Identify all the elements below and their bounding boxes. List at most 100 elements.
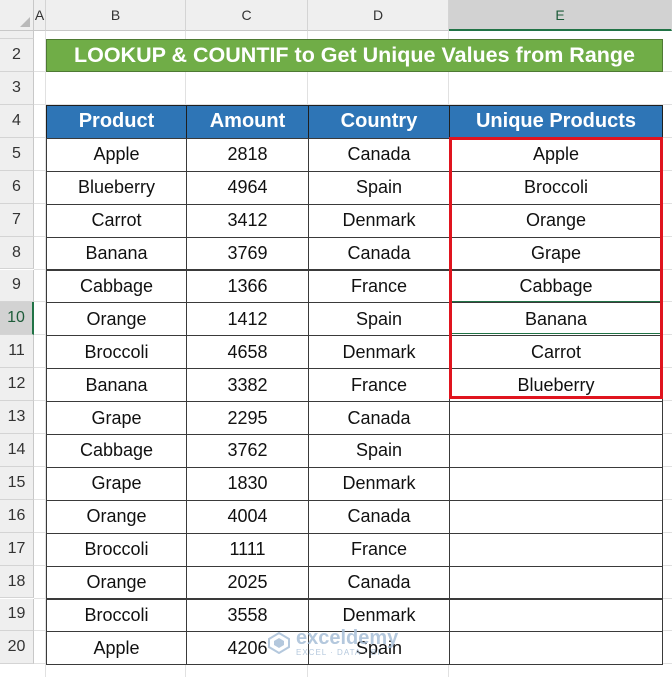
table-cell[interactable]: Denmark xyxy=(308,598,450,633)
table-cell[interactable]: Canada xyxy=(308,565,450,600)
table-cell[interactable]: France xyxy=(308,532,450,567)
table-cell[interactable]: Orange xyxy=(449,203,663,238)
table-cell[interactable]: Denmark xyxy=(308,203,450,238)
table-cell[interactable] xyxy=(449,434,663,468)
column-header-e[interactable]: E xyxy=(449,0,672,31)
table-cell[interactable]: Grape xyxy=(449,236,663,271)
row-header-17[interactable]: 17 xyxy=(0,532,34,566)
table-cell[interactable]: Apple xyxy=(46,631,187,666)
table-cell[interactable]: Spain xyxy=(308,434,450,468)
table-cell[interactable]: Broccoli xyxy=(46,532,187,567)
table-cell[interactable]: 3762 xyxy=(186,434,309,468)
table-cell[interactable]: Broccoli xyxy=(46,598,187,633)
table-header-amount[interactable]: Amount xyxy=(186,105,309,139)
row-header-10[interactable]: 10 xyxy=(0,302,34,336)
table-cell[interactable]: Spain xyxy=(308,631,450,666)
table-cell[interactable]: Denmark xyxy=(308,466,450,501)
row-header-15[interactable]: 15 xyxy=(0,466,34,500)
watermark: exceldemy EXCEL · DATA · BI xyxy=(268,628,398,657)
table-cell[interactable]: Blueberry xyxy=(46,170,187,205)
select-all-corner[interactable] xyxy=(0,0,34,31)
select-all-triangle-icon xyxy=(20,17,30,27)
row-header-6[interactable]: 6 xyxy=(0,170,34,204)
table-header-unique-products[interactable]: Unique Products xyxy=(449,105,663,139)
table-cell[interactable]: Canada xyxy=(308,401,450,435)
table-cell[interactable]: Apple xyxy=(449,137,663,172)
table-cell[interactable]: 1366 xyxy=(186,269,309,304)
table-cell[interactable] xyxy=(449,565,663,600)
table-cell[interactable] xyxy=(449,499,663,534)
table-cell[interactable]: Carrot xyxy=(46,203,187,238)
table-cell[interactable]: Banana xyxy=(46,368,187,403)
table-cell[interactable]: Canada xyxy=(308,499,450,534)
table-cell[interactable]: Carrot xyxy=(449,335,663,370)
row-header-8[interactable]: 8 xyxy=(0,236,34,270)
row-header-16[interactable]: 16 xyxy=(0,499,34,533)
table-cell[interactable]: 1412 xyxy=(186,302,309,337)
table-cell[interactable]: 2818 xyxy=(186,137,309,172)
table-cell[interactable]: Denmark xyxy=(308,335,450,370)
row-header-11[interactable]: 11 xyxy=(0,335,34,369)
table-header-product[interactable]: Product xyxy=(46,105,187,139)
row-header-14[interactable]: 14 xyxy=(0,434,34,467)
table-cell[interactable]: Broccoli xyxy=(46,335,187,370)
table-cell[interactable] xyxy=(449,401,663,435)
row-header-2[interactable]: 2 xyxy=(0,39,34,72)
table-cell[interactable]: Cabbage xyxy=(46,269,187,304)
table-cell[interactable]: Grape xyxy=(46,466,187,501)
column-header-b[interactable]: B xyxy=(46,0,186,31)
table-cell[interactable]: Canada xyxy=(308,236,450,271)
row-header-4[interactable]: 4 xyxy=(0,105,34,138)
table-cell[interactable] xyxy=(449,532,663,567)
table-cell[interactable]: Orange xyxy=(46,499,187,534)
table-cell[interactable]: 2295 xyxy=(186,401,309,435)
row-header-20[interactable]: 20 xyxy=(0,631,34,665)
table-cell[interactable]: 4964 xyxy=(186,170,309,205)
table-cell[interactable]: 2025 xyxy=(186,565,309,600)
table-cell[interactable]: Spain xyxy=(308,302,450,337)
table-cell[interactable]: 4658 xyxy=(186,335,309,370)
table-cell[interactable]: 4004 xyxy=(186,499,309,534)
table-cell[interactable]: France xyxy=(308,269,450,304)
row-header-19[interactable]: 19 xyxy=(0,598,34,632)
row-header-9[interactable]: 9 xyxy=(0,269,34,303)
table-cell[interactable]: Banana xyxy=(449,302,663,337)
table-cell[interactable] xyxy=(449,598,663,633)
watermark-text: exceldemy xyxy=(296,627,399,649)
table-cell[interactable]: Cabbage xyxy=(449,269,663,304)
column-header-a[interactable]: A xyxy=(34,0,46,31)
table-header-country[interactable]: Country xyxy=(308,105,450,139)
table-cell[interactable]: Grape xyxy=(46,401,187,435)
row-header-3[interactable]: 3 xyxy=(0,72,34,105)
table-cell[interactable] xyxy=(449,466,663,501)
table-cell[interactable]: 3412 xyxy=(186,203,309,238)
table-cell[interactable]: 3382 xyxy=(186,368,309,403)
table-cell[interactable]: 3769 xyxy=(186,236,309,271)
gridline-horizontal xyxy=(34,104,672,105)
exceldemy-logo-icon xyxy=(268,631,290,654)
row-header-13[interactable]: 13 xyxy=(0,401,34,434)
table-cell[interactable]: Spain xyxy=(308,170,450,205)
table-cell[interactable]: 1830 xyxy=(186,466,309,501)
row-header-5[interactable]: 5 xyxy=(0,137,34,171)
column-header-d[interactable]: D xyxy=(308,0,449,31)
table-cell[interactable]: Cabbage xyxy=(46,434,187,468)
row-header-12[interactable]: 12 xyxy=(0,368,34,402)
table-cell[interactable]: 3558 xyxy=(186,598,309,633)
table-cell[interactable]: Canada xyxy=(308,137,450,172)
table-cell[interactable]: Orange xyxy=(46,302,187,337)
column-header-c[interactable]: C xyxy=(186,0,308,31)
row-header-7[interactable]: 7 xyxy=(0,203,34,237)
table-cell[interactable]: Banana xyxy=(46,236,187,271)
sheet-title[interactable]: LOOKUP & COUNTIF to Get Unique Values fr… xyxy=(46,39,663,72)
watermark-subtext: EXCEL · DATA · BI xyxy=(296,648,381,657)
gridline-vertical xyxy=(45,31,46,677)
table-cell[interactable]: Blueberry xyxy=(449,368,663,403)
table-cell[interactable]: France xyxy=(308,368,450,403)
table-cell[interactable]: Apple xyxy=(46,137,187,172)
row-header-18[interactable]: 18 xyxy=(0,565,34,599)
table-cell[interactable]: Orange xyxy=(46,565,187,600)
table-cell[interactable]: 1111 xyxy=(186,532,309,567)
table-cell[interactable]: Broccoli xyxy=(449,170,663,205)
table-cell[interactable] xyxy=(449,631,663,666)
